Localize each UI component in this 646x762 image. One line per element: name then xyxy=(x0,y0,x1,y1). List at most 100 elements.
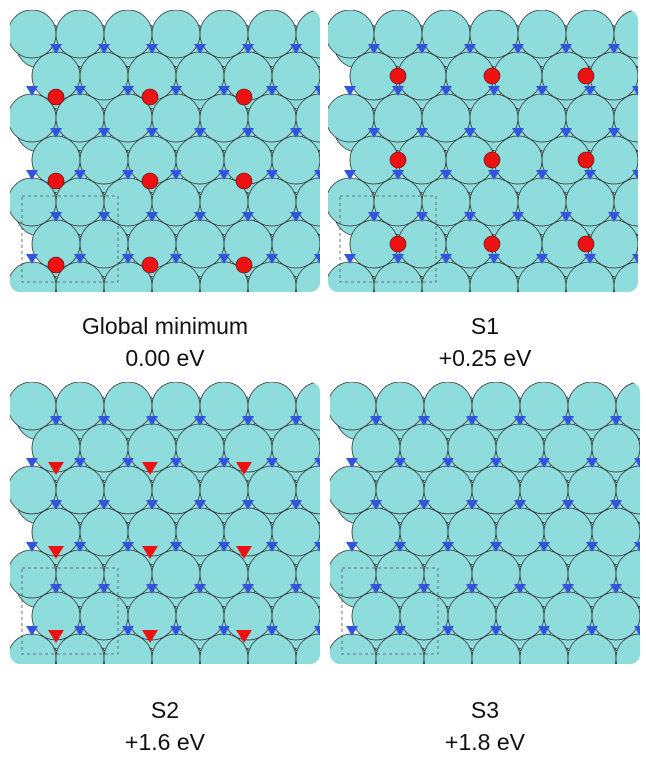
atom xyxy=(590,220,638,268)
panel-caption: S1 +0.25 eV xyxy=(330,310,640,374)
atom xyxy=(422,262,470,310)
red-atom xyxy=(236,89,252,105)
atom xyxy=(422,178,470,226)
atom xyxy=(590,52,638,100)
atom xyxy=(80,136,128,184)
hollow xyxy=(418,668,430,678)
atom xyxy=(424,550,472,598)
atom xyxy=(328,382,376,430)
panel-energy: +1.6 eV xyxy=(10,726,320,758)
hollow xyxy=(50,296,62,306)
atom xyxy=(8,382,56,430)
atom xyxy=(518,10,566,58)
atom xyxy=(590,136,638,184)
panel-caption: S2 +1.6 eV xyxy=(10,694,320,758)
atom xyxy=(152,550,200,598)
hollow xyxy=(290,668,302,678)
atom xyxy=(470,262,518,310)
atom xyxy=(152,94,200,142)
atom xyxy=(640,508,646,556)
red-atom xyxy=(48,173,64,189)
blue-atom xyxy=(463,677,481,695)
atom xyxy=(328,550,376,598)
atom xyxy=(568,634,616,682)
atom xyxy=(8,634,56,682)
blue-atom xyxy=(511,677,529,695)
atom xyxy=(470,94,518,142)
atom xyxy=(176,136,224,184)
atom xyxy=(568,382,616,430)
blue-atom xyxy=(95,677,113,695)
atom xyxy=(200,634,248,682)
atom xyxy=(472,550,520,598)
hollow xyxy=(416,296,428,306)
red-atom xyxy=(484,236,500,252)
atom xyxy=(566,262,614,310)
atom xyxy=(8,94,56,142)
atom xyxy=(494,52,542,100)
panel-name: Global minimum xyxy=(10,310,320,342)
atom xyxy=(104,382,152,430)
atom xyxy=(272,220,320,268)
hollow xyxy=(290,296,302,306)
atom xyxy=(200,382,248,430)
atom xyxy=(152,382,200,430)
blue-atom xyxy=(607,677,625,695)
atom xyxy=(326,10,374,58)
atom xyxy=(326,178,374,226)
atom xyxy=(472,634,520,682)
red-atom xyxy=(484,68,500,84)
atom xyxy=(568,550,616,598)
atom xyxy=(104,10,152,58)
atom xyxy=(566,10,614,58)
atom xyxy=(248,634,296,682)
hollow xyxy=(514,668,526,678)
atom xyxy=(470,10,518,58)
panel-name: S2 xyxy=(10,694,320,726)
panel-caption: Global minimum 0.00 eV xyxy=(10,310,320,374)
atom xyxy=(400,424,448,472)
atom xyxy=(544,508,592,556)
atom xyxy=(496,424,544,472)
atom xyxy=(448,424,496,472)
atom xyxy=(374,262,422,310)
atom xyxy=(592,424,640,472)
atom xyxy=(176,508,224,556)
atom xyxy=(200,10,248,58)
hollow xyxy=(242,296,254,306)
blue-atom xyxy=(367,677,385,695)
atom xyxy=(352,424,400,472)
atom xyxy=(104,466,152,514)
hollow xyxy=(194,296,206,306)
atom xyxy=(424,466,472,514)
atom xyxy=(248,550,296,598)
hollow xyxy=(146,296,158,306)
atom xyxy=(56,382,104,430)
blue-atom xyxy=(47,677,65,695)
atom xyxy=(8,178,56,226)
atom xyxy=(376,634,424,682)
atom xyxy=(56,634,104,682)
atom xyxy=(80,220,128,268)
atom xyxy=(638,220,646,268)
atom xyxy=(56,550,104,598)
atom xyxy=(326,94,374,142)
atom xyxy=(176,424,224,472)
atom xyxy=(8,550,56,598)
hollow xyxy=(98,668,110,678)
red-atom xyxy=(578,152,594,168)
hollow xyxy=(466,668,478,678)
atom xyxy=(176,220,224,268)
atom xyxy=(518,94,566,142)
atom xyxy=(520,634,568,682)
atom xyxy=(400,592,448,640)
hollow xyxy=(560,296,572,306)
red-atom xyxy=(142,89,158,105)
atom xyxy=(376,466,424,514)
atom xyxy=(352,508,400,556)
atom xyxy=(328,634,376,682)
atom xyxy=(448,508,496,556)
atom xyxy=(592,508,640,556)
atom xyxy=(272,508,320,556)
red-atom xyxy=(390,236,406,252)
